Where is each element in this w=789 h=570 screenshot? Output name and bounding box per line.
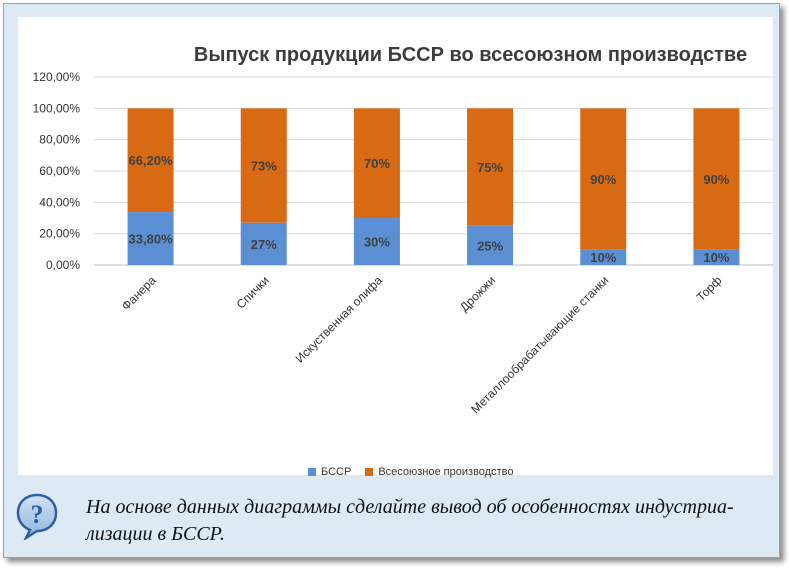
data-label: 25% [477, 238, 503, 253]
legend-swatch [365, 468, 374, 476]
legend-item: Всесоюзное производство [365, 466, 513, 478]
y-tick-label: 40,00% [39, 195, 80, 209]
y-tick-label: 80,00% [39, 133, 80, 147]
y-tick-label: 0,00% [46, 258, 80, 272]
bar-bssr [467, 225, 514, 265]
data-label: 10% [590, 250, 616, 265]
data-label: 27% [251, 237, 277, 252]
legend-item: БССР [308, 466, 351, 478]
category-label: Торф [694, 273, 725, 304]
bar-union [353, 108, 400, 218]
legend-label: БССР [321, 466, 352, 478]
question-text: На основе данных диаграммы сделайте выво… [86, 496, 734, 545]
data-label: 73% [251, 159, 277, 174]
chart-legend: БССР Всесоюзное производство [308, 465, 513, 479]
bar-union [240, 108, 287, 223]
bar-bssr [693, 249, 740, 265]
question-icon: ? [16, 493, 58, 540]
legend-swatch [308, 468, 316, 476]
bar-bssr [353, 218, 400, 265]
bar-union [693, 108, 740, 250]
chart-title: Выпуск продукции БССР во всесоюзном прои… [193, 44, 748, 66]
y-tick-label: 60,00% [39, 164, 80, 178]
category-label: Фанера [119, 273, 159, 313]
category-label: Искуственная олифа [293, 273, 386, 366]
chart-plot: 0,00% 20,00% 40,00% 60,00% 80,00% 100,00% 120,… [33, 70, 773, 416]
bar-bssr [127, 212, 174, 265]
data-label: 90% [703, 172, 729, 187]
data-label: 66,20% [129, 153, 174, 168]
data-label: 90% [590, 172, 616, 187]
data-label: 30% [364, 235, 390, 250]
bar-bssr [580, 249, 627, 265]
legend-label: Всесоюзное производство [378, 466, 514, 478]
data-label: 33,80% [129, 232, 174, 247]
category-label: Спички [234, 273, 272, 311]
bar-union [127, 108, 174, 213]
y-tick-label: 100,00% [33, 101, 81, 115]
task-frame: Выпуск продукции БССР во всесоюзном прои… [3, 3, 780, 558]
y-tick-label: 120,00% [33, 70, 81, 84]
y-tick-label: 20,00% [39, 227, 80, 241]
bar-union [580, 108, 627, 250]
svg-text:?: ? [31, 500, 44, 529]
data-label: 75% [477, 160, 503, 175]
bar-bssr [240, 222, 287, 265]
category-label: Металлообрабатывающие станки [468, 273, 611, 416]
bar-union [467, 108, 514, 226]
category-label: Дрожжи [457, 273, 498, 314]
chart-panel: Выпуск продукции БССР во всесоюзном прои… [18, 17, 773, 478]
data-label: 70% [364, 156, 390, 171]
data-label: 10% [703, 250, 729, 265]
